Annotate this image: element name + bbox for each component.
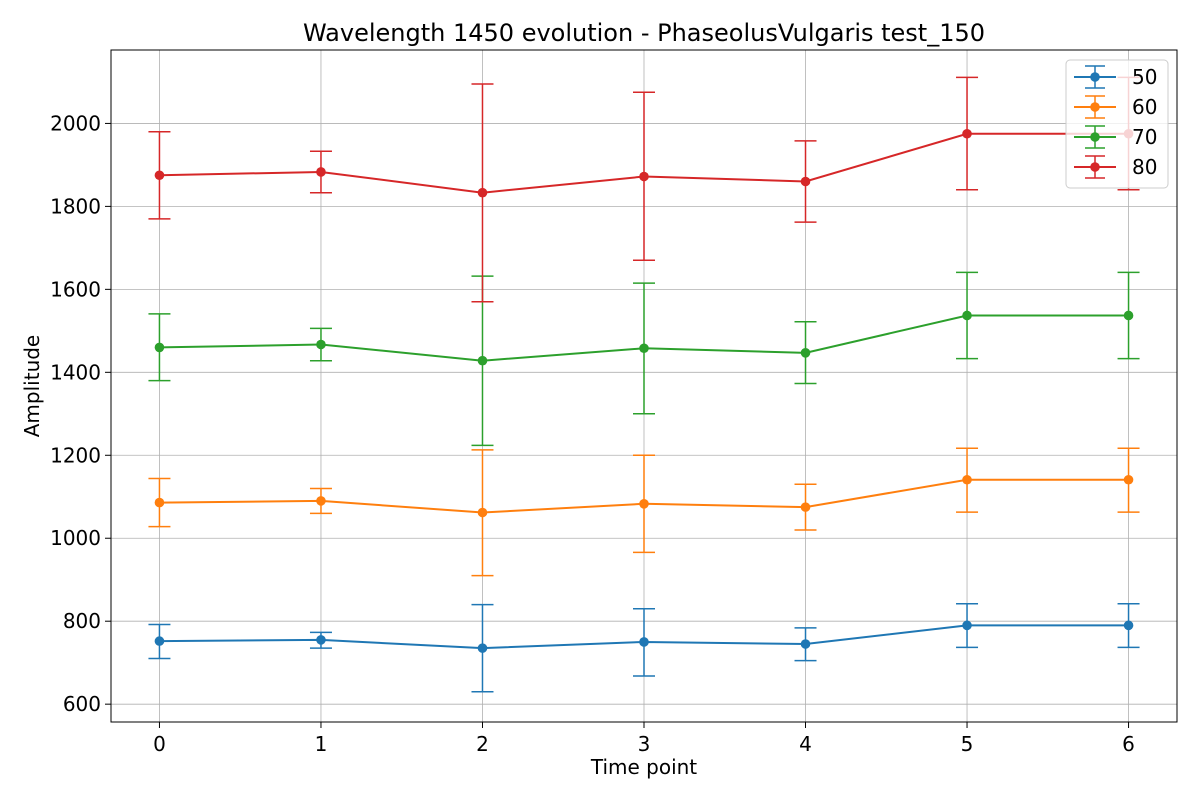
x-tick-label: 3 [638,732,651,756]
legend-label: 70 [1132,125,1157,149]
data-point [154,170,165,181]
x-tick-label: 2 [476,732,489,756]
data-point [962,128,972,139]
data-point [639,499,649,509]
x-axis-ticks: 0 1 2 3 4 5 6 [153,722,1135,756]
y-tick-label: 2000 [50,111,101,135]
data-point [1123,310,1134,321]
series-50 [148,603,1140,693]
data-point [316,339,326,350]
legend-label: 50 [1132,65,1157,89]
y-axis-label: Amplitude [20,335,44,438]
legend-marker [1090,162,1100,172]
data-point [477,507,488,518]
legend: 50 60 70 80 [1065,59,1169,189]
data-point [477,355,488,366]
x-tick-label: 1 [315,732,328,756]
data-point [1123,620,1134,631]
data-point [477,643,488,653]
x-tick-label: 0 [153,732,166,756]
data-point [800,176,811,187]
data-point [1123,474,1134,485]
legend-item: 80 [1074,155,1157,179]
data-point [639,637,649,647]
data-point [477,187,488,198]
x-tick-label: 6 [1122,732,1135,756]
legend-item: 70 [1074,125,1157,149]
series-60 [148,447,1140,577]
series-70 [148,271,1140,447]
y-tick-label: 1400 [50,360,101,384]
legend-item: 60 [1074,95,1157,119]
data-point [154,342,165,353]
data-point [800,502,811,512]
data-point [639,343,649,354]
legend-marker [1090,102,1100,112]
legend-marker [1090,132,1100,142]
data-point [154,497,165,508]
y-tick-label: 1800 [50,194,101,218]
y-tick-label: 1000 [50,526,101,550]
y-tick-label: 1600 [50,277,101,301]
legend-label: 80 [1132,155,1157,179]
data-point [800,348,811,358]
y-tick-label: 1200 [50,443,101,467]
legend-marker [1090,72,1100,82]
y-tick-label: 600 [63,692,101,716]
legend-item: 50 [1074,65,1157,89]
chart-title: Wavelength 1450 evolution - PhaseolusVul… [303,19,985,47]
x-tick-label: 4 [799,732,812,756]
data-point [316,167,326,177]
x-axis-label: Time point [590,755,697,779]
x-tick-label: 5 [961,732,974,756]
y-tick-label: 800 [63,609,101,633]
data-point [962,474,972,485]
data-point [800,639,811,649]
data-point [154,636,165,646]
data-point [316,496,326,506]
y-axis-ticks: 600 800 1000 1200 1400 1600 1800 2000 [50,111,111,716]
legend-label: 60 [1132,95,1157,119]
data-point [639,171,649,182]
data-point [316,635,326,645]
data-point [962,310,972,321]
data-point [962,620,972,631]
